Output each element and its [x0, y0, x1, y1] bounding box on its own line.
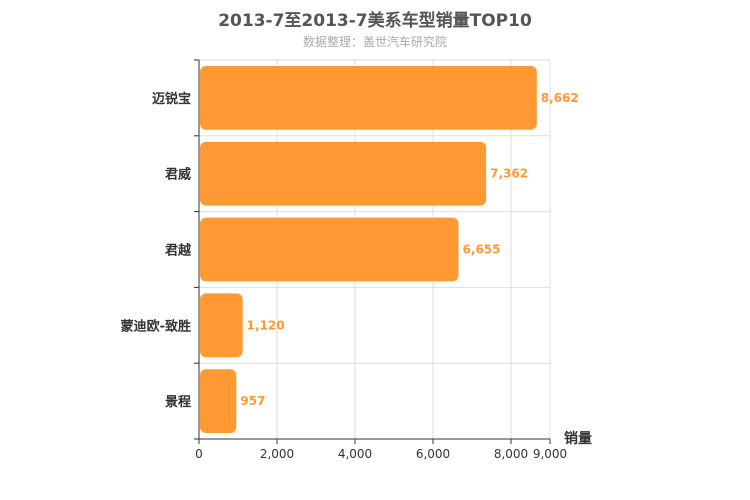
value-label-1: 7,362	[490, 167, 528, 181]
chart-subtitle: 数据整理：盖世汽车研究院	[302, 35, 447, 49]
category-label-2: 君越	[165, 243, 192, 259]
x-tick-label-2: 4,000	[338, 447, 372, 461]
x-tick-label-0: 0	[195, 447, 203, 461]
labels: 8,662 迈锐宝 7,362 君威 6,655 君越 1,120 蒙迪欧-致胜 957 景程 0 2…	[121, 91, 592, 461]
chart-title: 2013-7至2013-7美系车型销量TOP10	[218, 11, 532, 31]
x-tick-label-4: 8,000	[494, 447, 528, 461]
x-axis-name: 销量	[564, 430, 592, 447]
value-label-0: 8,662	[541, 91, 579, 105]
value-label-2: 6,655	[463, 243, 501, 257]
category-label-1: 君威	[165, 167, 191, 183]
bars	[200, 66, 537, 433]
bar-3	[200, 293, 243, 358]
category-label-4: 景程	[165, 395, 191, 410]
bar-4	[200, 369, 237, 433]
value-label-3: 1,120	[247, 318, 285, 332]
bar-0	[200, 66, 537, 130]
category-label-3: 蒙迪欧-致胜	[121, 318, 191, 334]
bar-2	[200, 217, 459, 282]
x-tick-label-5: 9,000	[533, 447, 567, 461]
axes	[194, 59, 551, 444]
category-label-0: 迈锐宝	[152, 91, 191, 107]
x-tick-label-3: 6,000	[416, 447, 450, 461]
bar-1	[200, 141, 487, 206]
x-tick-label-1: 2,000	[260, 447, 294, 461]
value-label-4: 957	[240, 394, 265, 408]
